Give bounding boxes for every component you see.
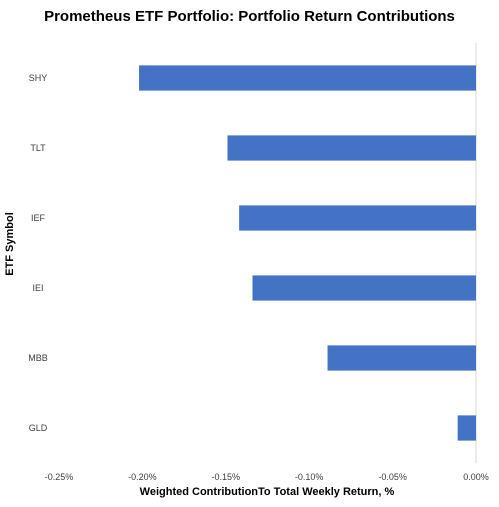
y-axis-title: ETF Symbol [4, 212, 16, 276]
y-tick-label-iei: IEI [32, 283, 43, 293]
x-tick-label: -0.05% [378, 472, 407, 482]
x-tick-label: -0.15% [212, 472, 241, 482]
y-tick-label-mbb: MBB [28, 353, 48, 363]
x-tick-label: -0.10% [295, 472, 324, 482]
x-tick-label: -0.25% [45, 472, 74, 482]
x-tick-label: 0.00% [463, 472, 489, 482]
y-tick-label-gld: GLD [29, 423, 48, 433]
y-tick-label-ief: IEF [31, 213, 46, 223]
x-axis-title: Weighted ContributionTo Total Weekly Ret… [139, 486, 395, 498]
bar-mbb [327, 345, 476, 371]
y-tick-label-tlt: TLT [30, 143, 46, 153]
y-tick-label-shy: SHY [29, 73, 48, 83]
bar-gld [457, 415, 476, 441]
x-tick-label: -0.20% [128, 472, 157, 482]
bar-iei [252, 275, 476, 301]
chart-title: Prometheus ETF Portfolio: Portfolio Retu… [44, 8, 455, 25]
bar-tlt [227, 135, 476, 161]
bar-shy [139, 65, 476, 91]
bar-ief [239, 205, 476, 231]
